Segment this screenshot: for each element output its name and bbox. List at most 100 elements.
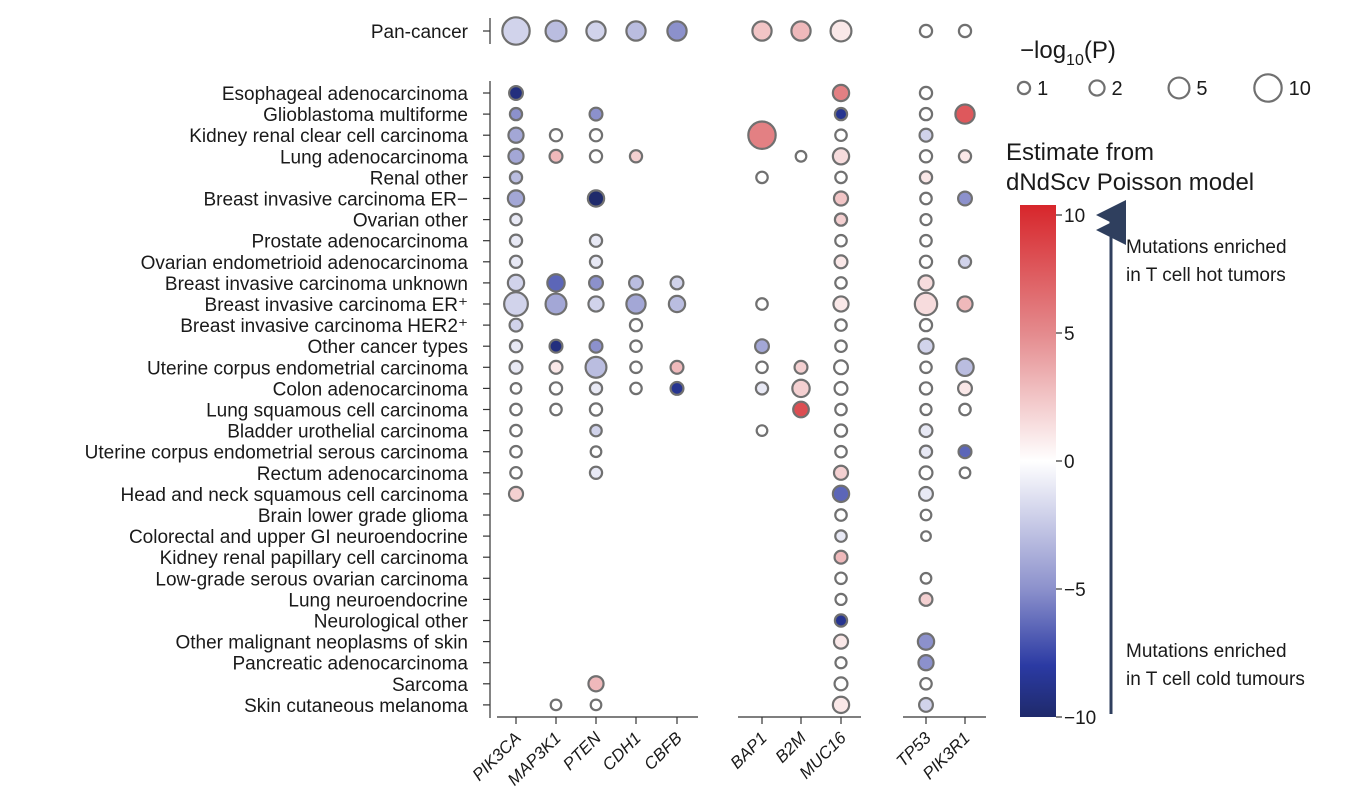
dot-tp53-5 <box>919 191 933 206</box>
dot-pik3r1-14 <box>957 380 973 397</box>
dot-bap1-2 <box>747 120 777 150</box>
dot-map3k1-29 <box>549 698 563 712</box>
dot-muc16-pan <box>829 19 853 43</box>
dot-tp53-13 <box>919 360 933 375</box>
annotation-hot-2: in T cell hot tumors <box>1126 265 1286 286</box>
dot-bap1-12 <box>754 338 770 355</box>
row-label: Kidney renal clear cell carcinoma <box>189 126 468 147</box>
dot-map3k1-13 <box>548 359 564 375</box>
dot-b2m-pan <box>790 20 812 42</box>
dot-muc16-23 <box>834 571 848 586</box>
dot-pten-2 <box>588 127 604 143</box>
row-label: Neurological other <box>314 612 469 633</box>
size-legend-circle-5 <box>1167 76 1191 100</box>
dot-muc16-7 <box>834 233 848 248</box>
dot-muc16-28 <box>833 676 849 692</box>
row-label: Breast invasive carcinoma ER⁺ <box>205 295 468 316</box>
annotation-hot-1: Mutations enriched <box>1126 237 1287 258</box>
row-label: Prostate adenocarcinoma <box>251 232 468 253</box>
dot-bap1-pan <box>751 20 773 42</box>
dot-tp53-18 <box>918 465 934 481</box>
dot-muc16-29 <box>831 695 851 715</box>
annotation-cold-2: in T cell cold tumours <box>1126 669 1305 690</box>
row-label: Ovarian other <box>353 211 469 232</box>
dot-muc16-25 <box>833 613 849 628</box>
dot-pik3ca-2 <box>507 126 525 144</box>
dot-map3k1-2 <box>548 127 564 143</box>
dot-cdh1-pan <box>625 20 647 42</box>
dot-pten-12 <box>588 338 604 354</box>
dot-muc16-6 <box>833 212 849 227</box>
dot-cbfb-13 <box>669 359 685 375</box>
dot-pik3ca-5 <box>506 189 526 208</box>
colorbar-tick-label: 0 <box>1064 452 1075 473</box>
dot-map3k1-3 <box>548 148 564 164</box>
row-label: Colon adenocarcinoma <box>273 379 469 400</box>
dot-pik3r1-5 <box>957 190 973 207</box>
size-legend-label-5: 5 <box>1196 78 1207 100</box>
row-label: Breast invasive carcinoma ER− <box>203 190 468 211</box>
dot-pten-3 <box>588 149 604 164</box>
row-label: Pancreatic adenocarcinoma <box>232 654 468 675</box>
colorbar-tick-label: 10 <box>1064 206 1085 227</box>
dot-pik3ca-16 <box>509 423 523 438</box>
dot-bap1-14 <box>754 381 770 396</box>
dot-tp53-4 <box>918 170 934 185</box>
dot-tp53-27 <box>917 654 935 672</box>
dot-pten-5 <box>586 189 606 208</box>
size-legend-label-1: 1 <box>1037 78 1048 100</box>
dot-pik3ca-14 <box>509 381 523 395</box>
dot-muc16-13 <box>833 359 849 376</box>
dot-pten-7 <box>588 233 604 248</box>
row-label: Ovarian endometrioid adenocarcinoma <box>141 253 469 274</box>
row-label: Esophageal adenocarcinoma <box>222 84 469 105</box>
dot-muc16-2 <box>834 128 848 143</box>
dot-pik3ca-17 <box>509 444 523 459</box>
dot-b2m-14 <box>791 378 811 399</box>
dot-pten-9 <box>588 274 604 291</box>
dot-tp53-21 <box>920 530 932 543</box>
dot-tp53-pan <box>918 23 934 39</box>
dot-cdh1-9 <box>628 274 644 291</box>
dot-b2m-15 <box>792 400 810 419</box>
dot-cdh1-13 <box>629 360 643 375</box>
dot-pik3ca-10 <box>503 291 529 317</box>
dot-tp53-15 <box>919 402 933 417</box>
dot-pten-1 <box>588 106 604 122</box>
dot-cdh1-3 <box>628 149 644 164</box>
color-legend-title-2: dNdScv Poisson model <box>1006 169 1254 196</box>
dot-map3k1-14 <box>548 381 564 396</box>
size-legend: −log10(P) 1 2 5 10 <box>1016 37 1311 103</box>
dot-bap1-16 <box>755 424 769 438</box>
dot-muc16-18 <box>832 464 850 481</box>
dot-cdh1-11 <box>628 317 644 333</box>
dot-tp53-8 <box>918 254 934 269</box>
annotation-cold-1: Mutations enriched <box>1126 641 1287 662</box>
row-label: Uterine corpus endometrial carcinoma <box>147 358 468 379</box>
dot-pten-10 <box>587 295 605 313</box>
dot-tp53-6 <box>919 212 933 227</box>
dot-muc16-24 <box>834 592 848 607</box>
dot-pik3r1-13 <box>955 357 975 378</box>
dot-pik3r1-15 <box>958 402 972 417</box>
colorbar-tick-label: 5 <box>1064 324 1075 345</box>
dot-muc16-1 <box>833 106 849 122</box>
dot-cbfb-14 <box>669 380 685 396</box>
dot-tp53-9 <box>917 274 935 292</box>
dot-pik3ca-3 <box>507 147 525 165</box>
dot-muc16-12 <box>834 339 848 354</box>
dot-muc16-21 <box>834 529 848 543</box>
dot-muc16-11 <box>834 318 848 332</box>
dot-tp53-16 <box>918 423 934 439</box>
row-label: Breast invasive carcinoma HER2⁺ <box>180 316 468 337</box>
dot-pik3ca-12 <box>508 339 524 354</box>
dot-tp53-23 <box>919 571 933 585</box>
size-legend-title: −log10(P) <box>1020 37 1116 69</box>
dot-cdh1-10 <box>625 293 647 315</box>
row-label: Renal other <box>370 168 469 189</box>
dot-tp53-2 <box>918 127 934 143</box>
dot-pten-8 <box>588 254 604 269</box>
dot-pik3r1-17 <box>957 444 973 460</box>
dot-muc16-16 <box>833 423 849 438</box>
dot-tp53-26 <box>916 632 936 651</box>
